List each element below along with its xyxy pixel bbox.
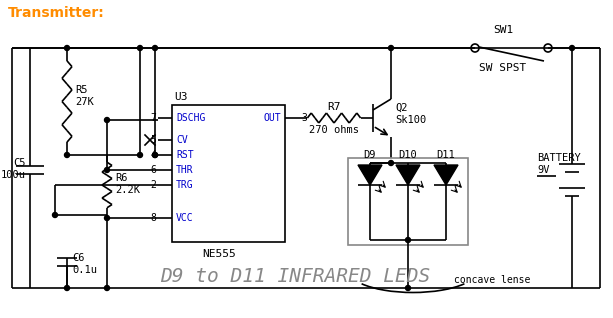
Circle shape — [153, 153, 158, 157]
Bar — [348, 158, 468, 245]
Text: D11: D11 — [436, 150, 455, 160]
Text: 8: 8 — [150, 213, 156, 223]
Circle shape — [64, 45, 69, 51]
Circle shape — [406, 238, 411, 243]
Bar — [172, 105, 285, 242]
Text: DSCHG: DSCHG — [176, 113, 205, 123]
Text: SW SPST: SW SPST — [479, 63, 527, 73]
Text: CV: CV — [176, 135, 188, 145]
Text: 2.2K: 2.2K — [115, 185, 140, 195]
Text: 7: 7 — [150, 113, 156, 123]
Text: U3: U3 — [174, 92, 188, 102]
Text: Q2: Q2 — [395, 103, 408, 113]
Text: R6: R6 — [115, 173, 128, 183]
Text: C5: C5 — [13, 158, 26, 168]
Text: 5: 5 — [150, 135, 156, 145]
Text: TRG: TRG — [176, 180, 194, 190]
Text: 270 ohms: 270 ohms — [309, 125, 359, 135]
Polygon shape — [396, 165, 420, 185]
Text: D9: D9 — [364, 150, 376, 160]
Text: VCC: VCC — [176, 213, 194, 223]
Text: C6: C6 — [72, 253, 85, 263]
Text: Sk100: Sk100 — [395, 115, 426, 125]
Circle shape — [389, 161, 394, 165]
Circle shape — [569, 45, 574, 51]
Circle shape — [64, 153, 69, 157]
Text: Transmitter:: Transmitter: — [8, 6, 105, 20]
Text: BATTERY: BATTERY — [537, 153, 581, 163]
Text: 6: 6 — [150, 165, 156, 175]
Text: 9V: 9V — [537, 165, 549, 175]
Text: 100u: 100u — [1, 170, 26, 180]
Circle shape — [104, 117, 110, 122]
Text: 2: 2 — [150, 180, 156, 190]
Polygon shape — [434, 165, 458, 185]
Circle shape — [64, 286, 69, 291]
Text: 27K: 27K — [75, 97, 94, 107]
Text: RST: RST — [176, 150, 194, 160]
Circle shape — [153, 45, 158, 51]
Text: R7: R7 — [327, 102, 341, 112]
Text: 0.1u: 0.1u — [72, 265, 97, 275]
Circle shape — [137, 153, 142, 157]
Circle shape — [389, 45, 394, 51]
Text: SW1: SW1 — [493, 25, 513, 35]
Polygon shape — [358, 165, 382, 185]
Circle shape — [153, 153, 158, 157]
Text: 4: 4 — [150, 150, 156, 160]
Text: R5: R5 — [75, 85, 88, 95]
Circle shape — [104, 286, 110, 291]
Circle shape — [137, 45, 142, 51]
Text: concave lense: concave lense — [454, 275, 530, 285]
Text: THR: THR — [176, 165, 194, 175]
Text: D9 to D11 INFRARED LEDS: D9 to D11 INFRARED LEDS — [160, 267, 430, 287]
Circle shape — [104, 168, 110, 172]
Text: NE555: NE555 — [202, 249, 236, 259]
Text: 3: 3 — [301, 113, 307, 123]
Circle shape — [53, 212, 58, 218]
Text: OUT: OUT — [264, 113, 281, 123]
Text: D10: D10 — [398, 150, 417, 160]
Circle shape — [406, 286, 411, 291]
Circle shape — [104, 216, 110, 220]
